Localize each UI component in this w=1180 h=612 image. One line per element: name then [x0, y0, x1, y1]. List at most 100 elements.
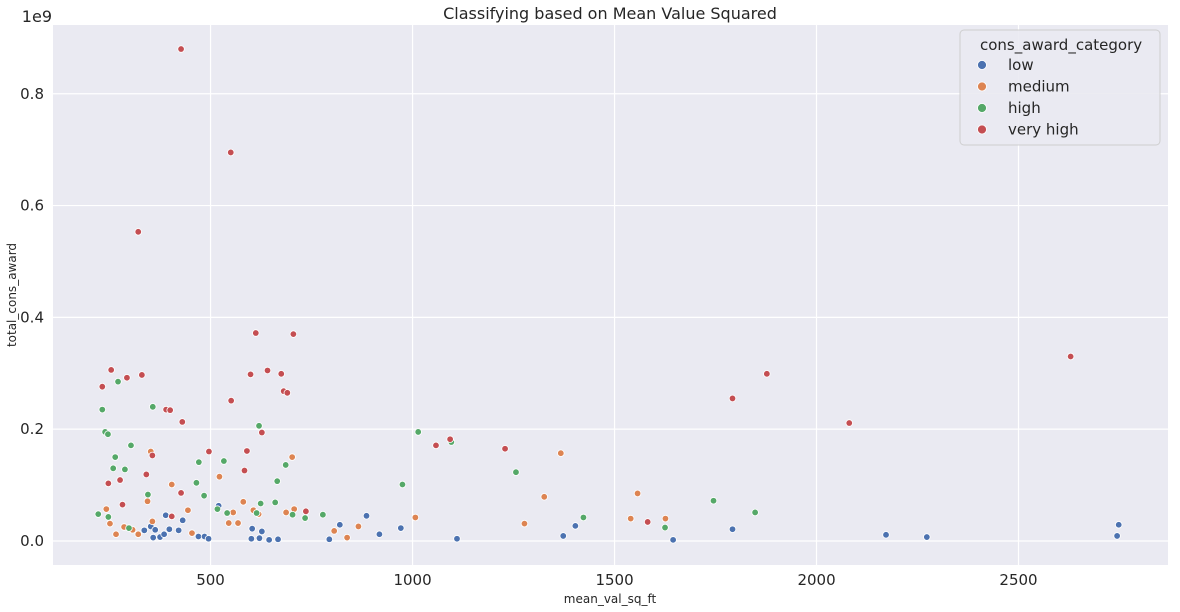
data-point-low [165, 525, 174, 533]
data-point-high [192, 479, 201, 487]
data-point-medium [225, 519, 233, 527]
legend: cons_award_category low medium high very hi… [959, 29, 1161, 146]
data-point-medium [215, 472, 224, 481]
data-point-very-high [277, 370, 285, 378]
legend-marker-high [977, 103, 987, 113]
data-point-very-high [263, 366, 272, 375]
y-offset-text: 1e9 [22, 7, 52, 26]
x-axis-label: mean_val_sq_ft [564, 592, 657, 606]
y-tick-label: 0.4 [20, 308, 44, 326]
data-point-medium [239, 498, 247, 506]
data-point-high [661, 523, 669, 532]
data-point-low [325, 535, 334, 543]
data-point-low [571, 522, 580, 530]
data-point-low [336, 521, 344, 529]
data-point-low [728, 525, 737, 533]
data-point-very-high [134, 228, 142, 236]
data-point-medium [540, 493, 548, 501]
data-point-high [98, 405, 106, 414]
data-point-high [104, 430, 112, 438]
y-tick-label: 0.0 [20, 532, 44, 550]
data-point-high [271, 498, 279, 507]
data-point-low [375, 530, 384, 538]
data-point-very-high [205, 447, 213, 456]
data-point-high [709, 497, 718, 505]
data-point-medium [134, 530, 142, 538]
data-point-high [104, 513, 113, 521]
data-point-very-high [243, 447, 251, 455]
data-point-low [362, 512, 371, 520]
data-point-low [151, 526, 159, 534]
data-point-very-high [728, 394, 737, 403]
x-tick-label: 500 [196, 571, 225, 589]
legend-label-medium: medium [1008, 78, 1070, 96]
data-point-very-high [168, 512, 176, 521]
data-point-very-high [98, 382, 106, 391]
legend-label-low: low [1008, 56, 1034, 74]
legend-title: cons_award_category [980, 36, 1142, 55]
data-point-very-high [123, 374, 131, 382]
data-point-high [149, 403, 157, 411]
data-point-very-high [446, 435, 454, 443]
data-point-low [923, 533, 931, 541]
data-point-high [213, 505, 222, 513]
data-point-very-high [227, 396, 235, 405]
y-axis-label: total_cons_award [5, 243, 19, 347]
data-point-very-high [177, 45, 185, 53]
data-point-medium [234, 519, 242, 527]
data-point-medium [188, 529, 196, 537]
x-tick-label: 2000 [797, 571, 835, 589]
data-point-low [162, 511, 170, 519]
y-tick-label: 0.8 [20, 85, 44, 103]
data-point-high [111, 453, 119, 461]
data-point-high [127, 441, 135, 450]
data-point-high [281, 461, 290, 469]
legend-box [959, 29, 1161, 146]
data-point-low [247, 535, 256, 543]
data-point-medium [168, 480, 176, 489]
data-point-low [669, 536, 677, 544]
data-point-very-high [501, 445, 509, 453]
data-point-medium [106, 519, 114, 528]
data-point-very-high [1066, 352, 1075, 361]
data-point-low [194, 532, 203, 541]
data-point-high [220, 457, 228, 465]
data-point-very-high [177, 489, 185, 497]
data-point-medium [112, 530, 120, 538]
data-point-high [579, 513, 588, 522]
legend-marker-medium [977, 81, 987, 92]
data-point-high [223, 509, 231, 517]
data-point-medium [343, 533, 351, 542]
data-point-very-high [845, 419, 853, 427]
data-point-very-high [142, 470, 151, 479]
data-point-low [160, 530, 168, 538]
data-point-high [301, 514, 309, 522]
data-point-low [265, 536, 273, 544]
data-point-low [274, 535, 282, 543]
data-point-low [140, 526, 149, 535]
data-point-medium [330, 527, 338, 535]
data-point-very-high [246, 370, 255, 379]
data-point-very-high [240, 466, 249, 475]
data-point-high [109, 464, 117, 472]
data-point-low [1115, 521, 1123, 529]
data-point-high [94, 510, 102, 518]
data-point-low [149, 533, 157, 542]
data-point-high [288, 510, 297, 519]
data-point-very-high [148, 451, 157, 460]
data-point-very-high [643, 518, 652, 526]
data-point-medium [229, 508, 237, 517]
data-point-high [121, 465, 129, 474]
data-point-high [319, 510, 327, 519]
data-point-high [144, 490, 152, 499]
data-point-low [258, 527, 266, 536]
x-tick-label: 1500 [595, 571, 633, 589]
data-point-medium [661, 514, 670, 523]
x-tick-label: 2500 [999, 571, 1037, 589]
data-point-low [559, 532, 567, 540]
data-point-medium [282, 508, 290, 517]
data-point-very-high [258, 428, 266, 437]
data-point-very-high [138, 371, 146, 379]
data-point-low [174, 526, 183, 535]
data-point-very-high [289, 330, 298, 338]
